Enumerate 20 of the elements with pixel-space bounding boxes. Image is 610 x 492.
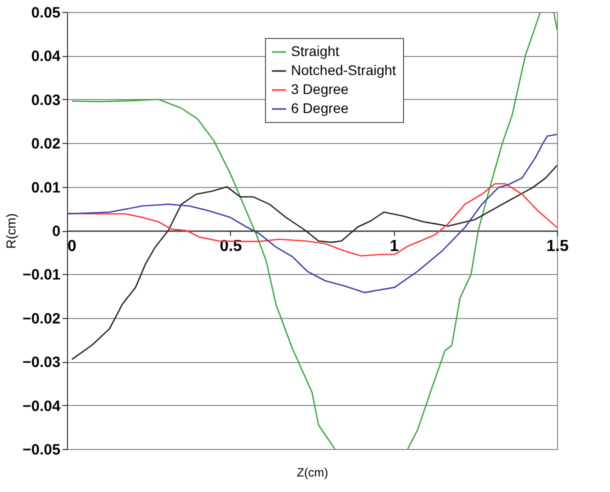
legend-label: Notched-Straight xyxy=(291,62,396,78)
y-tick-label: 0.05 xyxy=(31,4,60,22)
x-tick-label: 1 xyxy=(390,238,399,255)
legend-label: 6 Degree xyxy=(291,100,349,116)
x-tick-label: 1.5 xyxy=(546,238,569,255)
y-tick-label: 0.02 xyxy=(31,136,60,153)
legend-label: Straight xyxy=(291,43,340,59)
y-tick-label: −0.05 xyxy=(22,442,60,458)
y-tick-label: 0.01 xyxy=(31,179,60,196)
y-axis-title: R(cm) xyxy=(4,213,19,249)
legend-label: 3 Degree xyxy=(291,81,349,97)
y-tick-label: −0.04 xyxy=(22,398,62,415)
y-tick-label: −0.03 xyxy=(22,354,60,372)
y-tick-label: 0 xyxy=(52,223,60,240)
y-tick-label: 0.03 xyxy=(31,92,60,109)
y-tick-label: −0.01 xyxy=(22,266,60,284)
y-tick-label: −0.02 xyxy=(22,310,60,328)
x-axis-title: Z(cm) xyxy=(296,466,328,480)
x-tick-label: 0 xyxy=(68,238,76,255)
y-tick-label: 0.04 xyxy=(31,48,62,66)
